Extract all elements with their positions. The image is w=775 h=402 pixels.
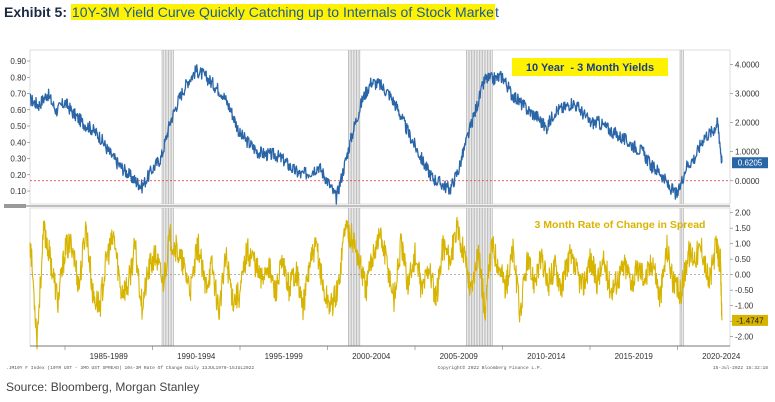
roc-panel: 2.001.501.000.500.00-0.50-1.00-1.50-2.00… [29, 207, 768, 350]
spread-left-tick-label: 0.50 [10, 122, 26, 131]
spread-right-tick-label: 3.0000 [735, 90, 760, 99]
spread-title: 10 Year - 3 Month Yields [526, 62, 654, 74]
footer-index-description: .JM10Y F Index (10YR UST - 3MO UST SPREA… [6, 365, 254, 371]
spread-left-axis: 0.90 0.80 0.70 0.60 0.50 0.40 0.30 0.20 0.10 [10, 57, 30, 196]
spread-title-box [512, 58, 668, 76]
spread-left-tick-label: 0.10 [10, 187, 26, 196]
x-tick-label: 2010-2014 [527, 352, 566, 361]
x-tick-label: 2005-2009 [440, 352, 479, 361]
roc-last-value-badge [732, 314, 768, 326]
spread-right-tick-label: 4.0000 [735, 61, 760, 70]
roc-right-tick-label: 1.50 [735, 224, 751, 233]
roc-title: 3 Month Rate of Change in Spread [535, 219, 706, 231]
chart-background [0, 28, 775, 374]
spread-series-line [29, 64, 723, 205]
roc-right-tick-label: -1.00 [735, 302, 754, 311]
x-tick-label: 2020-2024 [702, 352, 741, 361]
exhibit-title-tail: t [494, 4, 499, 20]
spread-right-tick-label: 0.0000 [735, 177, 760, 186]
spread-left-tick-label: 0.30 [10, 155, 26, 164]
panel-separator-handle [4, 204, 26, 208]
x-tick-label: 1990-1994 [177, 352, 216, 361]
exhibit-title: Exhibit 5: 10Y-3M Yield Curve Quickly Ca… [4, 2, 499, 22]
spread-last-value: 0.6205 [738, 159, 763, 168]
spread-left-tick-label: 0.80 [10, 73, 26, 82]
x-tick-label: 2015-2019 [615, 352, 654, 361]
spread-left-tick-label: 0.40 [10, 138, 26, 147]
x-tick-label: 2000-2004 [352, 352, 391, 361]
spread-left-tick-label: 0.20 [10, 171, 26, 180]
x-tick-label: 1995-1999 [265, 352, 304, 361]
roc-last-value: -1.4747 [736, 316, 764, 325]
spread-right-axis: 4.0000 3.0000 2.0000 1.0000 0.0000 [730, 61, 760, 186]
roc-right-tick-label: 1.00 [735, 240, 751, 249]
spread-right-tick-label: 2.0000 [735, 119, 760, 128]
x-axis: 1985-1989 1990-1994 1995-1999 2000-2004 2005… [64, 346, 741, 361]
spread-right-tick-label: 1.0000 [735, 148, 760, 157]
spread-left-tick-label: 0.90 [10, 57, 26, 66]
x-tick-label: 1985-1989 [90, 352, 129, 361]
yield-curve-chart: 0.90 0.80 0.70 0.60 0.50 0.40 0.30 0.20 0.10 4.0… [0, 28, 775, 374]
roc-right-tick-label: 0.00 [735, 271, 751, 280]
spread-left-tick-label: 0.70 [10, 90, 26, 99]
footer-copyright: Copyright© 2022 Bloomberg Finance L.P. [438, 364, 543, 371]
roc-right-tick-label: 2.00 [735, 209, 751, 218]
spread-last-value-badge [732, 157, 768, 169]
spread-left-tick-label: 0.60 [10, 106, 26, 115]
source-note: Source: Bloomberg, Morgan Stanley [6, 380, 200, 394]
exhibit-label: Exhibit 5: [4, 4, 68, 20]
spread-panel-frame [29, 49, 731, 205]
roc-series-line [29, 216, 723, 350]
exhibit-title-highlight: 10Y-3M Yield Curve Quickly Catching up t… [70, 4, 495, 20]
roc-right-tick-label: -0.50 [735, 286, 754, 295]
roc-right-tick-label: 0.50 [735, 255, 751, 264]
footer-timestamp: 15-Jul-2022 15:32:18 [713, 365, 768, 371]
roc-right-tick-label: -2.00 [735, 333, 754, 342]
